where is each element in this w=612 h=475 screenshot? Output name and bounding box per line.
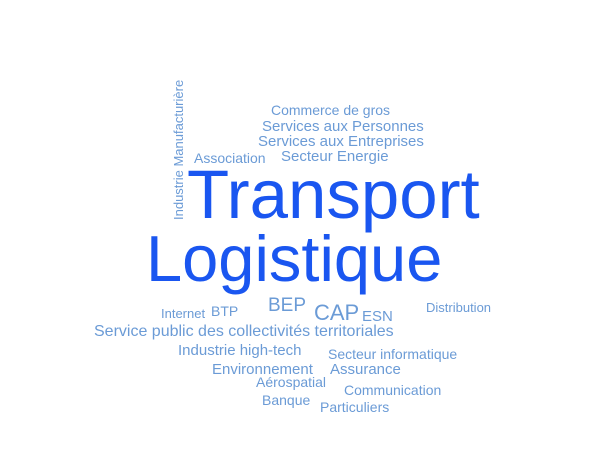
word-commerce-de-gros: Commerce de gros <box>271 102 391 118</box>
word-distribution: Distribution <box>426 300 492 315</box>
word-cap: CAP <box>314 300 360 325</box>
word-secteur-informatique: Secteur informatique <box>328 346 458 362</box>
word-assurance: Assurance <box>330 361 401 378</box>
word-bep: BEP <box>268 295 307 316</box>
word-industrie-high-tech: Industrie high-tech <box>178 342 302 359</box>
word-particuliers: Particuliers <box>320 399 390 415</box>
word-esn: ESN <box>362 308 393 325</box>
word-btp: BTP <box>211 303 239 319</box>
word-communication: Communication <box>344 382 442 398</box>
word-environnement: Environnement <box>212 361 313 378</box>
word-service-public: Service public des collectivités territo… <box>94 323 394 340</box>
word-industrie-manufacturiere: Industrie Manufacturière <box>171 79 186 220</box>
word-logistique: Logistique <box>146 222 443 295</box>
word-association: Association <box>194 150 266 166</box>
word-internet: Internet <box>161 306 206 321</box>
word-aerospatial: Aérospatial <box>256 374 327 390</box>
word-services-aux-personnes: Services aux Personnes <box>262 118 424 135</box>
word-services-aux-entreprises: Services aux Entreprises <box>258 133 424 150</box>
word-secteur-energie: Secteur Energie <box>281 148 389 165</box>
word-banque: Banque <box>262 392 311 408</box>
word-transport: Transport <box>187 156 480 233</box>
